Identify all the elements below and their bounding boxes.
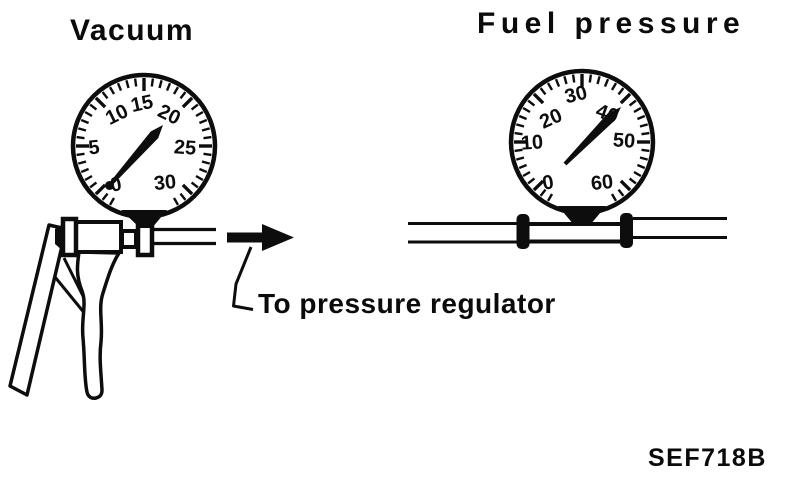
pump-end-cap	[60, 216, 79, 258]
vacuum-gauge: 0 5 10 15 20 25 30	[70, 72, 218, 228]
pump-grip	[75, 250, 121, 400]
figure-code: SEF718B	[648, 444, 767, 472]
gauge-stem-fitting	[135, 222, 155, 258]
arrow-label: To pressure regulator	[258, 288, 556, 319]
fuel-line-fitting-left	[516, 214, 530, 249]
fuel-dial-number: 30	[563, 82, 590, 109]
fuel-line-fitting-right	[620, 213, 633, 248]
pump-lever-handle	[8, 223, 68, 397]
pump-body	[73, 220, 123, 254]
flow-arrow-icon	[227, 224, 294, 251]
vacuum-gauge-needle	[108, 125, 163, 187]
fuel-dial-number: 60	[590, 171, 614, 195]
fuel-pressure-title: Fuel pressure	[477, 7, 746, 40]
fuel-line	[408, 213, 727, 249]
fuel-dial-number: 50	[612, 129, 636, 152]
vacuum-dial-number: 15	[129, 91, 155, 117]
vacuum-dial-number: 25	[173, 136, 197, 159]
vacuum-gauge-ticks	[76, 78, 212, 206]
fuel-pressure-gauge: 0 10 20 30 40 50 60	[508, 68, 656, 225]
fuel-gauge-ticks	[514, 74, 650, 202]
vacuum-title: Vacuum	[70, 14, 195, 47]
fuel-dial-number: 10	[520, 131, 544, 154]
fuel-dial-number: 0	[541, 171, 556, 195]
leader-line	[232, 246, 254, 311]
vacuum-gauge-stem	[121, 210, 167, 228]
fuel-gauge-needle	[563, 107, 621, 166]
vacuum-dial-number: 0	[108, 173, 123, 197]
hand-vacuum-pump	[8, 216, 216, 400]
pump-fitting	[120, 229, 138, 249]
vacuum-dial-number: 30	[153, 171, 177, 195]
pump-linkage	[53, 276, 88, 316]
fuel-gauge-stem	[558, 206, 606, 225]
vacuum-dial-number: 5	[87, 136, 100, 159]
vacuum-needle-pivot	[105, 181, 114, 190]
